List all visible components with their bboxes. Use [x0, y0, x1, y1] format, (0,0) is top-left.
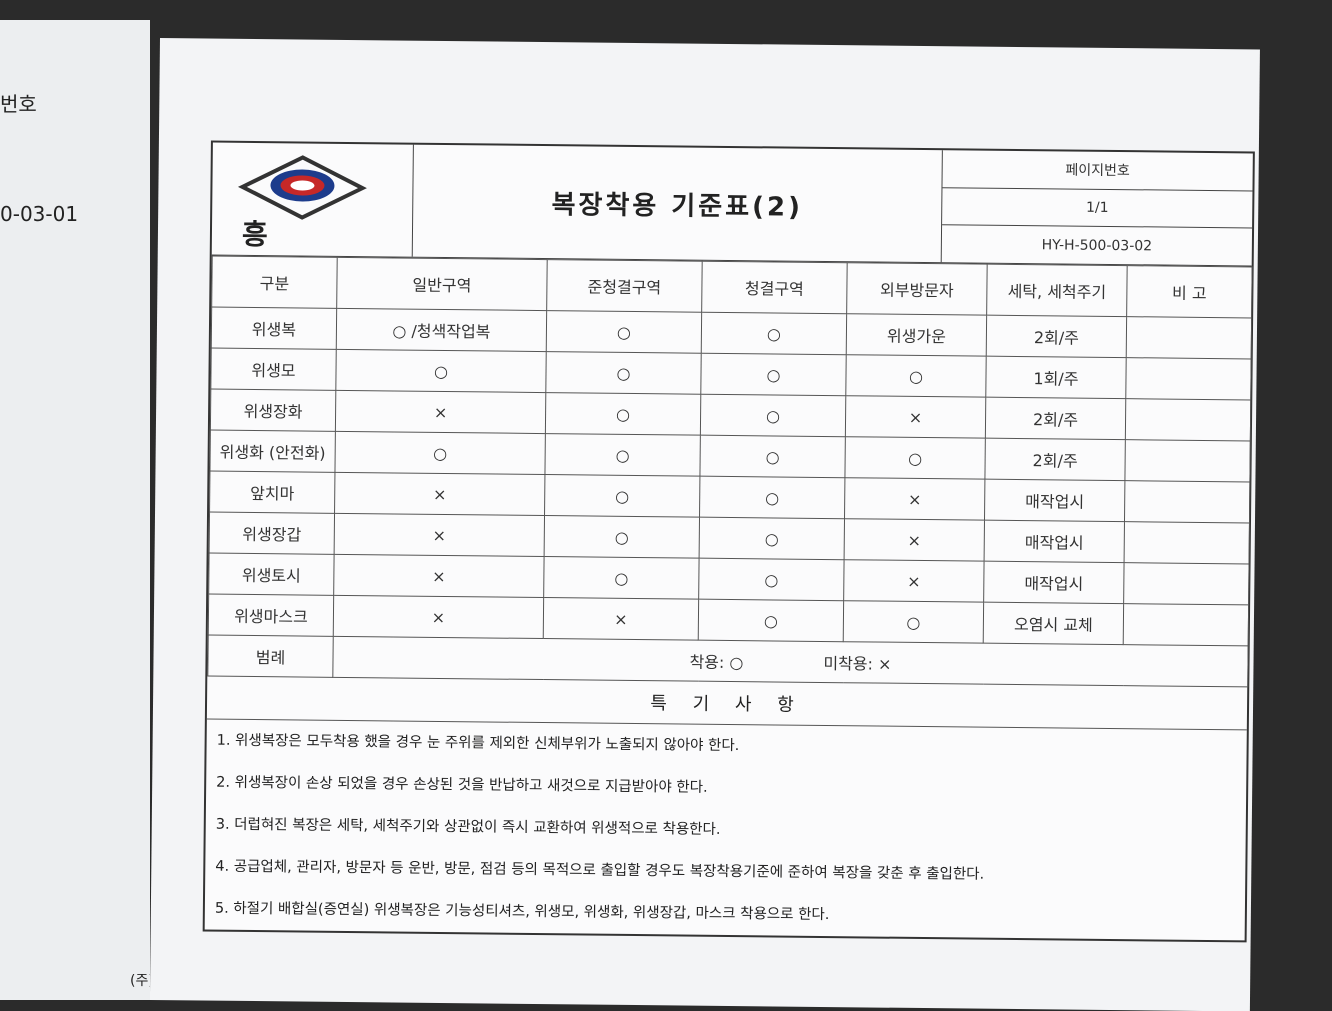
- cell: ○: [845, 354, 987, 398]
- cell: ○: [335, 349, 547, 393]
- doc-number: HY-H-500-03-02: [941, 224, 1253, 266]
- column-header: 세탁, 세척주기: [986, 264, 1128, 317]
- cell: 오염시 교체: [983, 602, 1124, 645]
- cell: ○: [698, 599, 844, 642]
- cell: ○: [544, 474, 700, 518]
- cell: ×: [845, 395, 986, 439]
- legend-item: 미착용: ×: [823, 653, 892, 674]
- cell: ○: [698, 558, 845, 601]
- column-header: 비 고: [1126, 265, 1253, 318]
- logo: 흥: [211, 142, 414, 257]
- cell: ○ /청색작업복: [336, 308, 547, 352]
- cell: ○: [545, 351, 702, 395]
- page-label: 페이지번호: [1065, 162, 1130, 180]
- left-label: 번호: [0, 92, 37, 116]
- row-label: 위생토시: [208, 553, 335, 596]
- left-date: 0-03-01: [0, 202, 79, 226]
- row-label: 위생마스크: [208, 594, 334, 637]
- cell: ×: [844, 518, 985, 562]
- cell: ○: [544, 433, 701, 477]
- empty-cell: [1124, 480, 1250, 523]
- cell: ○: [699, 435, 846, 478]
- cell: ×: [843, 559, 985, 603]
- column-header: 청결구역: [701, 261, 848, 314]
- cell: ○: [843, 600, 984, 644]
- legend-label: 범례: [207, 635, 334, 678]
- cell: 매작업시: [983, 561, 1125, 604]
- title: 복장착용 기준표(2): [551, 189, 804, 223]
- row-label: 위생복: [211, 307, 337, 350]
- cell: ○: [699, 517, 845, 560]
- page-info: 페이지번호 1/1 HY-H-500-03-02: [940, 150, 1253, 266]
- logo-mark: [237, 155, 367, 220]
- cell: ○: [700, 353, 847, 396]
- empty-cell: [1124, 521, 1250, 564]
- cell: ○: [699, 476, 845, 519]
- row-label: 앞치마: [209, 471, 335, 514]
- cell: ○: [334, 431, 546, 475]
- column-header: 구분: [211, 256, 338, 309]
- legend-item: 착용: ○: [689, 652, 744, 673]
- cell: ○: [543, 556, 700, 600]
- cell: 매작업시: [984, 479, 1125, 522]
- cell: ○: [546, 310, 702, 354]
- document-page: 흥 복장착용 기준표(2) 페이지번호 1/1 HY-H-500-03-02 구…: [149, 38, 1260, 1011]
- left-page: 번호 0-03-01 (주): [0, 20, 154, 1000]
- cell: ×: [333, 554, 545, 598]
- empty-cell: [1124, 439, 1251, 482]
- form: 흥 복장착용 기준표(2) 페이지번호 1/1 HY-H-500-03-02 구…: [202, 140, 1255, 943]
- cell: ○: [545, 392, 701, 436]
- cell: 2회/주: [984, 438, 1126, 481]
- cell: ○: [700, 394, 846, 437]
- column-header: 일반구역: [336, 257, 548, 311]
- cell: ×: [844, 477, 985, 521]
- empty-cell: [1125, 398, 1251, 441]
- notes: 1. 위생복장은 모두착용 했을 경우 눈 주위를 제외한 신체부위가 노출되지…: [205, 720, 1247, 941]
- empty-cell: [1125, 357, 1252, 400]
- row-label: 위생장갑: [209, 512, 335, 555]
- cell: 1회/주: [985, 356, 1127, 399]
- empty-cell: [1126, 316, 1252, 359]
- row-label: 위생장화: [210, 389, 336, 432]
- cell: ×: [543, 597, 699, 641]
- cell: ○: [844, 436, 986, 480]
- column-header: 준청결구역: [546, 259, 703, 313]
- row-label: 위생화 (안전화): [209, 430, 336, 473]
- cell: ×: [334, 472, 545, 516]
- column-header: 외부방문자: [846, 262, 988, 316]
- cell: 매작업시: [984, 520, 1125, 563]
- left-footer: (주): [130, 973, 154, 989]
- cell: ×: [334, 513, 545, 557]
- cell: ○: [701, 312, 847, 355]
- cell: ×: [333, 595, 544, 639]
- cell: 2회/주: [986, 315, 1127, 358]
- cell: ○: [544, 515, 700, 559]
- row-label: 위생모: [210, 348, 337, 391]
- cell: 2회/주: [985, 397, 1126, 440]
- cell: ×: [335, 390, 546, 434]
- cell: 위생가운: [846, 313, 987, 357]
- empty-cell: [1123, 562, 1250, 605]
- header: 흥 복장착용 기준표(2) 페이지번호 1/1 HY-H-500-03-02: [211, 142, 1253, 267]
- empty-cell: [1123, 603, 1249, 646]
- logo-text: 흥: [241, 217, 268, 252]
- page-number: 1/1: [942, 186, 1253, 228]
